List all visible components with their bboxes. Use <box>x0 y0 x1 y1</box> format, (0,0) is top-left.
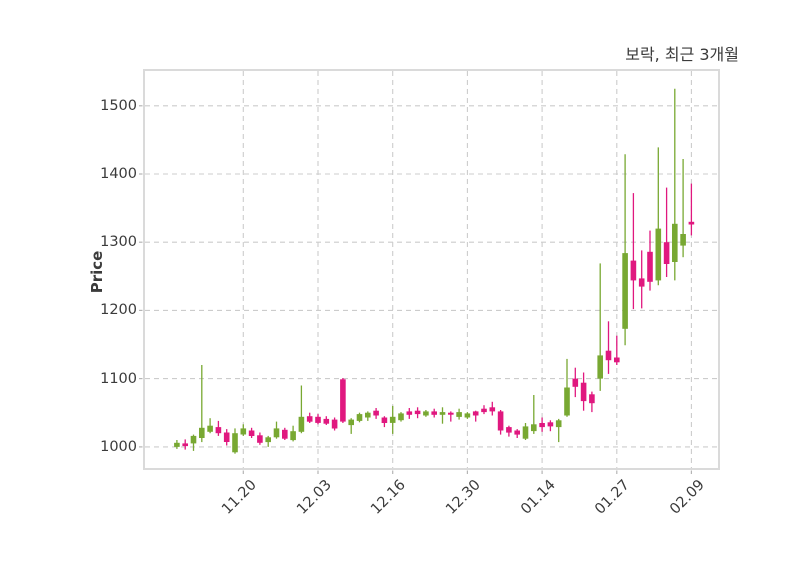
plot-area <box>139 69 720 474</box>
x-tick-label: 12.03 <box>293 477 335 518</box>
y-tick-label: 1000 <box>100 438 137 455</box>
x-tick-label: 01.27 <box>592 477 634 518</box>
candlestick-chart <box>139 71 718 474</box>
y-axis-label: Price <box>88 250 106 294</box>
y-tick-label: 1300 <box>100 234 137 251</box>
x-tick-label: 02.09 <box>667 477 708 518</box>
x-tick-label: 01.14 <box>517 477 559 518</box>
x-tick-label: 12.30 <box>443 477 484 518</box>
x-tick-label: 11.20 <box>218 477 260 518</box>
x-tick-label: 12.16 <box>368 477 410 518</box>
chart-title: 보락, 최근 3개월 <box>625 45 739 64</box>
y-tick-label: 1100 <box>100 370 137 387</box>
y-tick-label: 1500 <box>100 97 137 114</box>
y-tick-label: 1200 <box>100 302 137 319</box>
y-tick-label: 1400 <box>100 166 137 182</box>
